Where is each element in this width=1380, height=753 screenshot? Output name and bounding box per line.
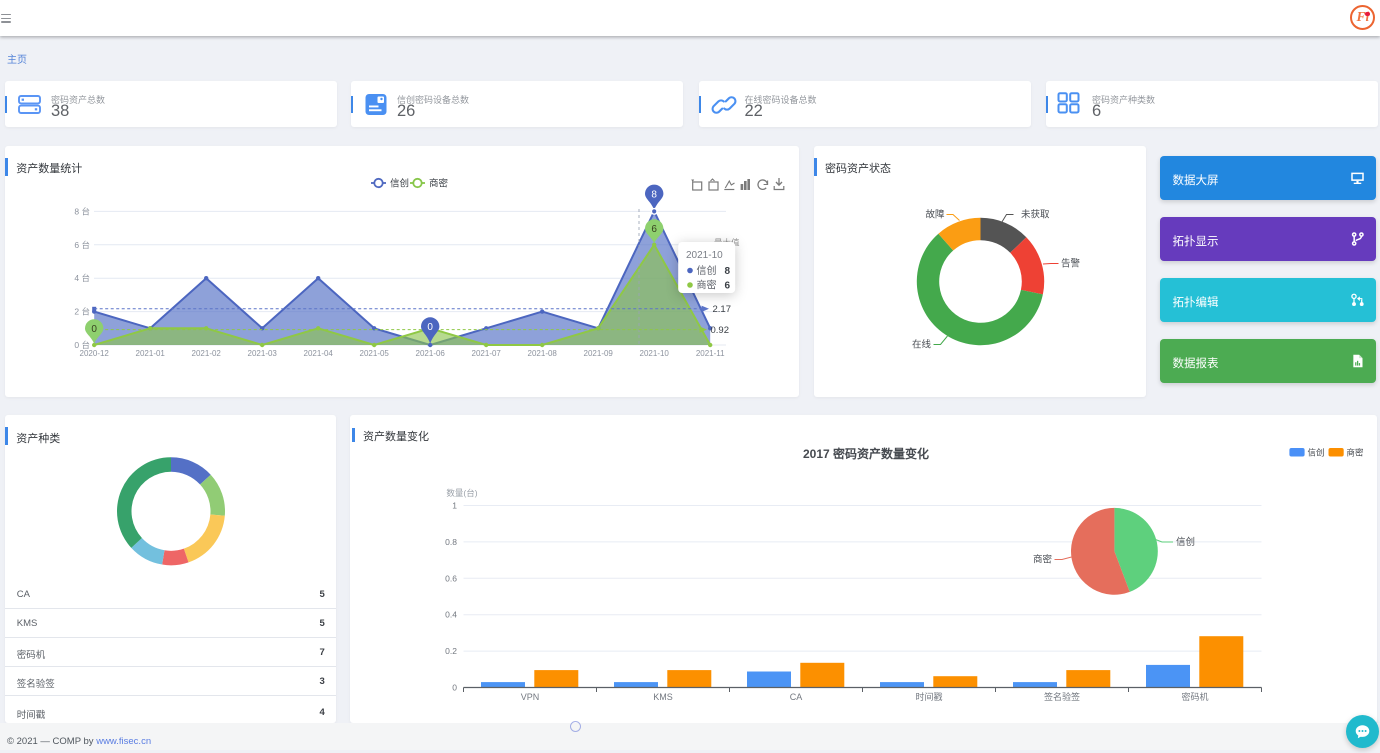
svg-text:0.4: 0.4 xyxy=(445,610,457,620)
svg-text:2021-01: 2021-01 xyxy=(135,349,165,358)
svg-text:2021-02: 2021-02 xyxy=(191,349,221,358)
svg-text:KMS: KMS xyxy=(653,692,673,702)
svg-text:2021-09: 2021-09 xyxy=(583,349,613,358)
svg-text:CA: CA xyxy=(790,692,803,702)
svg-text:2017 密码资产数量变化: 2017 密码资产数量变化 xyxy=(803,446,929,461)
svg-text:2021-04: 2021-04 xyxy=(303,349,333,358)
svg-text:信创: 信创 xyxy=(1308,448,1325,458)
svg-text:2021-05: 2021-05 xyxy=(359,349,389,358)
svg-text:2.17: 2.17 xyxy=(712,304,731,315)
svg-text:故障: 故障 xyxy=(925,209,945,221)
svg-text:数量(台): 数量(台) xyxy=(446,488,477,498)
svg-text:0.92: 0.92 xyxy=(710,325,729,336)
svg-text:0.2: 0.2 xyxy=(445,646,457,656)
svg-text:8: 8 xyxy=(724,266,730,277)
svg-text:商密: 商密 xyxy=(1347,448,1365,458)
svg-text:2021-07: 2021-07 xyxy=(471,349,501,358)
svg-text:0.6: 0.6 xyxy=(445,573,457,583)
svg-text:6: 6 xyxy=(724,281,730,292)
svg-text:8: 8 xyxy=(651,189,657,200)
svg-text:0: 0 xyxy=(452,683,457,693)
svg-text:0.8: 0.8 xyxy=(445,537,457,547)
svg-text:4 台: 4 台 xyxy=(74,273,90,283)
svg-text:0: 0 xyxy=(427,322,433,333)
svg-text:时间戳: 时间戳 xyxy=(915,691,942,702)
svg-text:2021-10: 2021-10 xyxy=(639,349,669,358)
svg-text:告警: 告警 xyxy=(1061,258,1081,270)
svg-text:6: 6 xyxy=(651,224,657,235)
svg-text:1: 1 xyxy=(452,501,457,511)
svg-text:在线: 在线 xyxy=(911,339,931,351)
svg-text:2020-12: 2020-12 xyxy=(79,349,109,358)
svg-text:签名验签: 签名验签 xyxy=(1044,691,1080,702)
svg-text:未获取: 未获取 xyxy=(1021,209,1050,221)
svg-text:商密: 商密 xyxy=(1033,554,1053,566)
svg-text:信创: 信创 xyxy=(390,178,409,190)
svg-text:商密: 商密 xyxy=(429,178,449,190)
svg-text:商密: 商密 xyxy=(696,279,716,292)
svg-text:8 台: 8 台 xyxy=(74,206,90,216)
svg-text:2021-10: 2021-10 xyxy=(686,250,723,261)
svg-text:密码机: 密码机 xyxy=(1181,691,1208,702)
svg-text:2021-06: 2021-06 xyxy=(415,349,445,358)
svg-text:2021-11: 2021-11 xyxy=(696,349,725,358)
svg-text:信创: 信创 xyxy=(696,264,716,277)
svg-text:信创: 信创 xyxy=(1176,536,1195,548)
svg-text:VPN: VPN xyxy=(521,692,540,702)
svg-text:6 台: 6 台 xyxy=(74,240,90,250)
svg-text:2 台: 2 台 xyxy=(74,307,90,317)
svg-text:0: 0 xyxy=(91,324,97,335)
svg-text:2021-03: 2021-03 xyxy=(247,349,277,358)
svg-text:0 台: 0 台 xyxy=(74,340,90,350)
svg-text:2021-08: 2021-08 xyxy=(527,349,557,358)
